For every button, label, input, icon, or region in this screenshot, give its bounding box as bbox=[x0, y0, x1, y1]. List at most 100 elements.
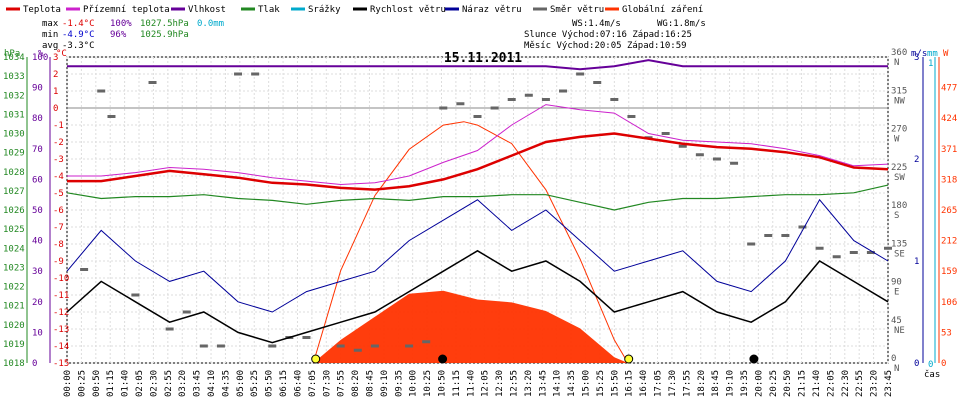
wind-dir-point bbox=[370, 344, 379, 348]
x-tick-label: 19:10 bbox=[726, 370, 736, 397]
humidity-tick-label: 30 bbox=[32, 267, 43, 277]
wind-dir-compass-label: N bbox=[894, 58, 899, 68]
temperature-tick-label: -14 bbox=[53, 342, 69, 352]
x-tick-label: 22:55 bbox=[855, 370, 865, 397]
wind-dir-point bbox=[165, 327, 174, 331]
temperature-tick-label: -15 bbox=[53, 359, 69, 369]
moonrise-marker bbox=[749, 354, 759, 364]
pressure-tick-label: 1027 bbox=[3, 187, 25, 197]
wind-dir-point bbox=[97, 89, 106, 93]
wind-dir-point bbox=[216, 344, 225, 348]
wind-dir-point bbox=[405, 344, 414, 348]
wind-dir-compass-label: N bbox=[894, 364, 899, 374]
x-tick-label: 20:00 bbox=[754, 370, 764, 397]
legend-label: Srážky bbox=[308, 5, 341, 15]
x-tick-label: 02:05 bbox=[135, 370, 145, 397]
pressure-tick-label: 1023 bbox=[3, 263, 25, 273]
temperature-tick-label: -2 bbox=[53, 138, 64, 148]
x-tick-label: 20:25 bbox=[769, 370, 779, 397]
series-line-0 bbox=[67, 132, 889, 191]
wind-dir-point bbox=[610, 98, 619, 101]
x-tick-label: 17:30 bbox=[668, 370, 678, 397]
stats-avg-temp: -3.3°C bbox=[62, 41, 95, 51]
temperature-tick-label: 2 bbox=[53, 70, 58, 80]
humidity-tick-label: 60 bbox=[32, 175, 43, 185]
wind-dir-compass-label: E bbox=[894, 288, 899, 298]
temperature-tick-label: -11 bbox=[53, 291, 69, 301]
x-tick-label: 00:00 bbox=[63, 370, 73, 397]
stats-max-rain: 0.0mm bbox=[197, 19, 224, 29]
x-tick-label: 10:25 bbox=[423, 370, 433, 397]
wind-dir-point bbox=[747, 242, 756, 246]
x-tick-label: 07:30 bbox=[322, 370, 332, 397]
radiation-area bbox=[313, 290, 629, 363]
legend-label: Přízemní teplota bbox=[83, 5, 170, 15]
wind-dir-point bbox=[439, 106, 448, 110]
wind-dir-compass-label: SW bbox=[894, 173, 905, 183]
wind-dir-point bbox=[576, 72, 585, 76]
wind-dir-compass-label: NW bbox=[894, 96, 905, 106]
rain-tick-label: 0 bbox=[928, 360, 933, 370]
wind-dir-point bbox=[593, 81, 602, 84]
radiation-tick-label: 53 bbox=[941, 328, 952, 338]
wind-speed-tick-label: 1 bbox=[914, 257, 919, 267]
x-tick-label: 07:55 bbox=[337, 370, 347, 397]
stats-max-hum: 100% bbox=[110, 19, 132, 29]
radiation-tick-label: 477 bbox=[941, 84, 957, 94]
legend-label: Vlhkost bbox=[188, 5, 226, 15]
stats-min-press: 1025.9hPa bbox=[140, 30, 189, 40]
x-tick-label: 13:20 bbox=[524, 370, 534, 397]
sunrise-marker bbox=[311, 354, 321, 364]
humidity-tick-label: 100 bbox=[32, 53, 48, 63]
temperature-tick-label: -13 bbox=[53, 325, 69, 335]
wind-dir-tick-label: 225 bbox=[891, 163, 907, 173]
x-tick-label: 02:30 bbox=[149, 370, 159, 397]
humidity-tick-label: 20 bbox=[32, 298, 43, 308]
stats-moon: Měsíc Východ:20:05 Západ:10:59 bbox=[524, 41, 687, 51]
wind-dir-point bbox=[764, 234, 773, 237]
x-tick-label: 18:20 bbox=[697, 370, 707, 397]
pressure-tick-label: 1022 bbox=[3, 283, 25, 293]
x-tick-label: 13:45 bbox=[538, 370, 548, 397]
x-tick-label: 20:50 bbox=[783, 370, 793, 397]
wind-dir-point bbox=[107, 115, 116, 118]
x-tick-label: 19:35 bbox=[740, 370, 750, 397]
x-tick-label: 08:45 bbox=[365, 370, 375, 397]
temperature-tick-label: -10 bbox=[53, 274, 69, 284]
x-tick-label: 06:40 bbox=[293, 370, 303, 397]
radiation-tick-label: 371 bbox=[941, 145, 957, 155]
temperature-tick-label: -5 bbox=[53, 189, 64, 199]
wind-dir-point bbox=[866, 251, 875, 254]
x-tick-label: 17:05 bbox=[654, 370, 664, 397]
humidity-unit: % bbox=[38, 49, 44, 59]
radiation-unit: W bbox=[943, 49, 949, 59]
wind-dir-point bbox=[80, 268, 89, 271]
temperature-tick-label: -9 bbox=[53, 257, 64, 267]
radiation-tick-label: 159 bbox=[941, 267, 957, 277]
stats-min-hum: 96% bbox=[110, 30, 127, 40]
stats-sun: Slunce Východ:07:16 Západ:16:25 bbox=[524, 30, 692, 40]
x-tick-label: 10:00 bbox=[409, 370, 419, 397]
wind-dir-point bbox=[695, 153, 704, 157]
humidity-tick-label: 0 bbox=[32, 359, 37, 369]
temperature-tick-label: -8 bbox=[53, 240, 64, 250]
humidity-tick-label: 70 bbox=[32, 145, 43, 155]
wind-dir-point bbox=[182, 310, 191, 314]
x-tick-label: 21:40 bbox=[812, 370, 822, 397]
sunset-marker bbox=[624, 354, 634, 364]
wind-dir-point bbox=[199, 344, 208, 348]
wind-dir-point bbox=[832, 255, 841, 259]
temperature-tick-label: -3 bbox=[53, 155, 64, 165]
pressure-tick-label: 1020 bbox=[3, 321, 25, 331]
wind-dir-point bbox=[849, 251, 858, 254]
x-axis-label: čas bbox=[924, 369, 940, 380]
stats-min-label: min bbox=[42, 30, 58, 40]
stats-wg: WG:1.8m/s bbox=[657, 19, 706, 29]
x-tick-label: 08:20 bbox=[351, 370, 361, 397]
wind-dir-point bbox=[473, 115, 482, 118]
theoretical-radiation-line bbox=[312, 121, 629, 364]
wind-dir-point bbox=[456, 102, 465, 106]
wind-speed-unit: m/s bbox=[911, 49, 927, 59]
wind-dir-point bbox=[251, 72, 260, 76]
wind-dir-tick-label: 315 bbox=[891, 86, 907, 96]
